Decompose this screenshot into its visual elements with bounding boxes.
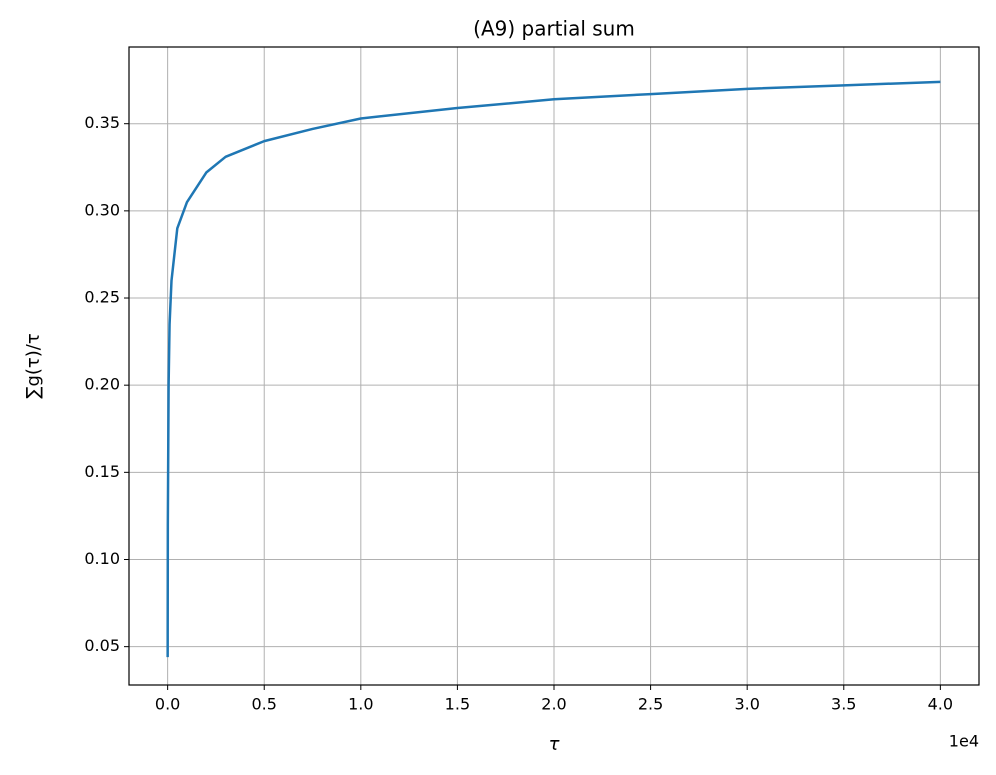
x-tick-label: 2.5	[638, 695, 663, 714]
y-tick-label: 0.10	[84, 549, 120, 568]
x-tick-label: 1.5	[445, 695, 470, 714]
x-tick-label: 3.5	[831, 695, 856, 714]
x-tick-label: 1.0	[348, 695, 373, 714]
y-tick-label: 0.35	[84, 113, 120, 132]
y-tick-label: 0.15	[84, 462, 120, 481]
y-tick-label: 0.25	[84, 288, 120, 307]
x-tick-label: 4.0	[928, 695, 953, 714]
x-tick-label: 0.0	[155, 695, 180, 714]
y-tick-label: 0.30	[84, 200, 120, 219]
x-axis-label: τ	[549, 734, 560, 755]
x-tick-label: 3.0	[734, 695, 759, 714]
x-tick-label: 2.0	[541, 695, 566, 714]
plot-frame	[128, 46, 980, 686]
chart-title: (A9) partial sum	[473, 17, 635, 41]
x-tick-label: 0.5	[252, 695, 277, 714]
y-axis-label: ∑g(τ)/τ	[23, 333, 44, 398]
y-tick-label: 0.05	[84, 636, 120, 655]
x-offset-label: 1e4	[949, 732, 979, 751]
y-tick-label: 0.20	[84, 375, 120, 394]
data-line	[166, 80, 941, 658]
